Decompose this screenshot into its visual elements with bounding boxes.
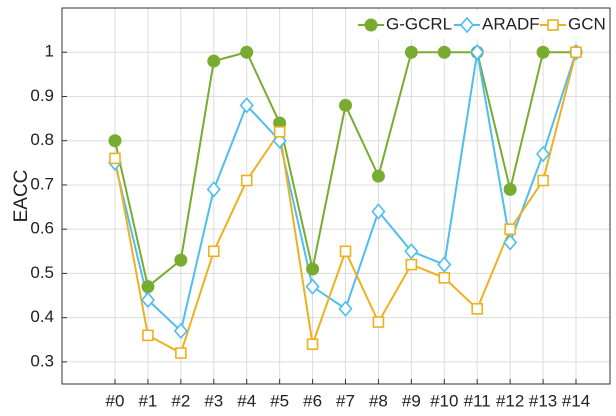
marker — [404, 45, 418, 59]
legend-label: G-GCRL — [386, 14, 452, 33]
legend-marker — [459, 16, 475, 34]
x-tick-label: #13 — [529, 391, 557, 410]
marker — [109, 152, 121, 165]
x-tick-label: #6 — [303, 391, 322, 410]
marker — [437, 256, 452, 273]
marker — [372, 316, 385, 328]
marker — [471, 302, 484, 315]
marker — [174, 253, 188, 267]
x-tick-label: #9 — [402, 391, 421, 410]
y-tick-label: 0.7 — [30, 174, 54, 193]
marker — [536, 145, 551, 163]
marker — [338, 300, 353, 318]
y-tick-label: 0.4 — [30, 307, 54, 326]
x-tick-label: #14 — [562, 391, 590, 410]
y-tick-label: 0.8 — [30, 130, 54, 149]
legend-label: ARADF — [482, 14, 540, 33]
plot-frame — [61, 7, 611, 385]
marker — [470, 44, 485, 61]
x-tick-label: #11 — [464, 391, 491, 410]
x-tick-label: #3 — [204, 391, 223, 410]
marker — [306, 262, 320, 276]
x-tick-label: #8 — [369, 391, 388, 410]
y-tick-label: 0.6 — [30, 219, 54, 238]
marker — [240, 174, 253, 187]
marker — [405, 258, 418, 271]
marker — [503, 182, 517, 196]
marker — [240, 45, 254, 59]
marker — [503, 234, 518, 251]
marker — [142, 329, 154, 342]
marker — [140, 291, 155, 309]
marker — [570, 46, 582, 59]
x-tick-label: #4 — [237, 391, 256, 410]
x-tick-label: #2 — [171, 391, 190, 410]
marker — [339, 245, 352, 258]
marker — [537, 174, 549, 187]
marker — [504, 223, 516, 235]
marker — [273, 126, 286, 138]
marker — [207, 54, 221, 68]
marker — [371, 203, 386, 220]
y-tick-label: 0.3 — [30, 351, 54, 370]
marker — [404, 243, 419, 260]
x-tick-label: #7 — [336, 391, 355, 410]
legend-marker — [364, 18, 378, 32]
marker — [175, 347, 187, 359]
x-tick-label: #5 — [270, 391, 289, 410]
y-tick-label: 0.5 — [30, 263, 54, 282]
x-tick-label: #10 — [430, 391, 458, 410]
marker — [305, 278, 320, 295]
y-tick-label: 0.9 — [30, 86, 54, 105]
marker — [536, 45, 550, 59]
marker — [306, 338, 319, 350]
marker — [173, 322, 188, 340]
marker — [206, 181, 221, 198]
legend-marker — [547, 19, 559, 31]
marker — [437, 45, 451, 59]
y-axis-label: EACC — [11, 170, 32, 223]
marker — [239, 97, 254, 114]
marker — [207, 245, 220, 258]
x-tick-label: #1 — [138, 391, 157, 410]
marker — [438, 272, 451, 284]
y-tick-label: 1 — [45, 42, 54, 61]
x-tick-label: #12 — [496, 391, 524, 410]
marker — [371, 169, 385, 183]
marker — [141, 280, 155, 294]
legend-label: GCN — [568, 14, 606, 33]
marker — [339, 98, 352, 112]
marker — [108, 134, 122, 148]
x-tick-label: #0 — [106, 391, 125, 410]
